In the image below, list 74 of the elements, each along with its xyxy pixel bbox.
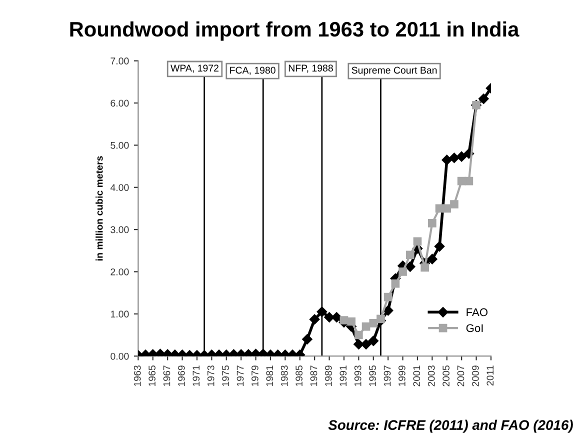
y-tick-label: 3.00 [110, 226, 129, 234]
x-tick-label: 1981 [266, 366, 274, 386]
point [478, 94, 489, 104]
legend-label: FAO [466, 308, 488, 316]
x-tick-label: 1977 [236, 366, 244, 386]
ref-line-label: FCA, 1980 [230, 66, 276, 75]
x-tick-label: 2007 [457, 366, 464, 386]
x-tick-label: 1983 [280, 366, 288, 386]
x-tick-label: 1997 [384, 366, 391, 386]
point [250, 348, 261, 356]
x-tick-label: 1979 [252, 366, 258, 386]
x-tick-label: 2009 [472, 366, 479, 386]
point [368, 336, 378, 346]
y-tick-label: 6.00 [110, 100, 129, 107]
point [360, 339, 372, 350]
point [398, 268, 407, 276]
x-tick-label: 1995 [369, 366, 376, 386]
y-tick-label: 2.00 [110, 268, 129, 276]
point [456, 151, 467, 162]
x-tick-label: 1971 [192, 366, 200, 386]
x-tick-label: 2003 [428, 366, 435, 386]
y-tick-label: 4.00 [110, 184, 129, 191]
x-tick-label: 2005 [442, 366, 450, 386]
point [258, 348, 268, 356]
point [420, 263, 429, 272]
y-tick-label: 5.00 [110, 142, 129, 149]
chart-title: Roundwood import from 1963 to 2011 in India [70, 21, 520, 41]
x-tick-label: 1967 [163, 366, 170, 386]
ref-line-label: WPA, 1972 [170, 64, 218, 73]
x-tick-label: 1999 [398, 366, 406, 386]
x-tick-label: 1993 [354, 366, 362, 386]
point [434, 241, 445, 252]
x-tick-label: 2001 [413, 366, 420, 386]
point [413, 237, 422, 246]
point [406, 250, 414, 260]
point [427, 254, 438, 264]
x-tick-label: 1969 [178, 366, 185, 386]
point [354, 330, 363, 340]
x-tick-label: 1973 [207, 366, 214, 386]
y-tick-label: 0.00 [110, 352, 129, 360]
y-tick-label: 7.00 [110, 58, 129, 64]
ref-line-label: NFP, 1988 [288, 64, 333, 73]
point [340, 316, 348, 324]
point [376, 314, 385, 324]
point [155, 348, 166, 356]
source-note: Source: ICFRE (2011) and FAO (2016) [328, 420, 573, 433]
point [442, 204, 452, 213]
x-tick-label: 1989 [325, 366, 332, 386]
y-axis-title: in million cubic meters [96, 156, 103, 260]
point [332, 312, 342, 322]
point [449, 152, 460, 163]
point [316, 306, 328, 317]
x-tick-label: 1987 [310, 366, 318, 386]
x-tick-label: 1991 [340, 366, 347, 386]
legend-label: GoI [466, 324, 483, 332]
y-tick-label: 1.00 [110, 310, 129, 318]
x-tick-label: 1975 [222, 366, 229, 386]
x-tick-label: 1965 [148, 366, 156, 386]
point [428, 219, 436, 228]
point [442, 154, 452, 166]
x-tick-label: 2011 [486, 366, 494, 386]
x-tick-label: 1985 [296, 366, 302, 386]
point [302, 334, 312, 344]
point [347, 317, 356, 326]
point [382, 305, 394, 316]
x-tick-label: 1963 [134, 366, 141, 386]
point [369, 319, 378, 328]
point [309, 314, 320, 325]
point [464, 176, 474, 186]
point [405, 262, 416, 272]
ref-line-label: Supreme Court Ban [352, 66, 437, 76]
point [384, 292, 392, 302]
point [391, 279, 400, 288]
point [450, 200, 458, 208]
